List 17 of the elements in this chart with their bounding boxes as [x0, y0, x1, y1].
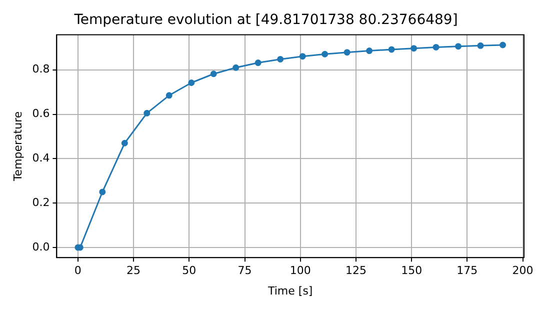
y-tick-label: 0.8 [32, 62, 50, 76]
y-axis-title: Temperature [11, 111, 24, 182]
x-tick-label: 200 [512, 264, 534, 278]
y-tick-label: 0.4 [32, 152, 50, 165]
x-tick-label: 50 [182, 264, 196, 278]
y-tick-label: 0.6 [32, 107, 50, 120]
x-tick-label: 100 [290, 264, 311, 278]
y-tick-label: 0.0 [32, 240, 50, 254]
x-axis-title: Time [s] [266, 284, 313, 298]
x-tick-label: 0 [74, 264, 82, 278]
y-tick-label: 0.2 [32, 196, 50, 209]
x-tick-label: 25 [126, 264, 141, 278]
x-tick-label: 175 [456, 264, 478, 278]
x-tick-label: 75 [238, 264, 252, 278]
x-tick-label: 125 [345, 264, 366, 278]
x-tick-label: 150 [401, 264, 422, 278]
chart-title: Temperature evolution at [49.81701738 80.23766489] [73, 12, 458, 28]
